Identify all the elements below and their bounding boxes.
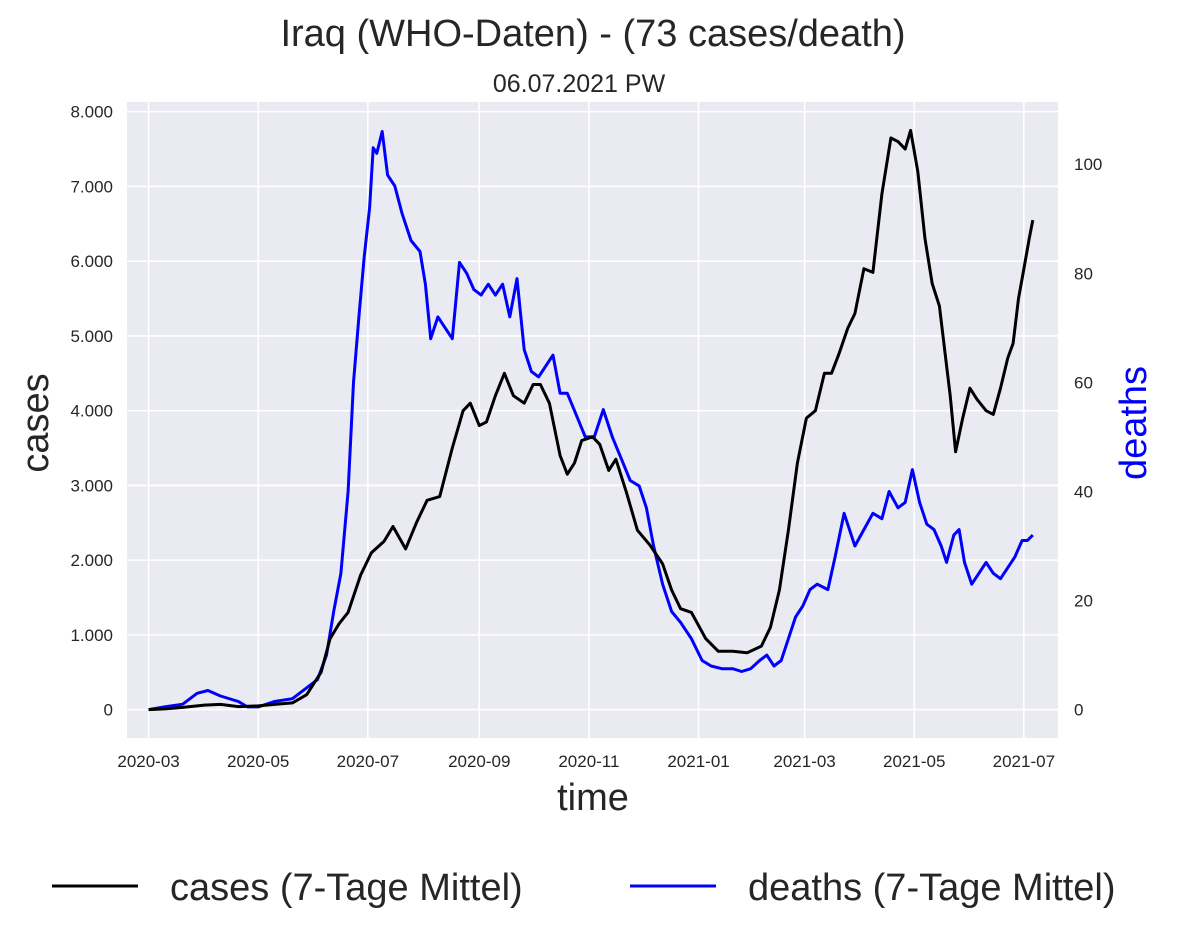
x-tick-label: 2020-09 <box>448 752 510 771</box>
x-tick-label: 2021-01 <box>667 752 729 771</box>
plot-area <box>127 102 1058 738</box>
y2-tick-label: 20 <box>1074 592 1093 611</box>
x-tick-label: 2021-07 <box>993 752 1055 771</box>
y-tick-labels: 0 1.000 2.000 3.000 4.000 5.000 6.000 7.000 8.00… <box>70 103 113 720</box>
legend-label-deaths: deaths (7-Tage Mittel) <box>748 867 1116 909</box>
x-tick-label: 2021-03 <box>773 752 835 771</box>
y-tick-label: 7.000 <box>70 177 113 196</box>
x-tick-label: 2020-05 <box>227 752 289 771</box>
y-tick-label: 3.000 <box>70 476 113 495</box>
y2-tick-label: 80 <box>1074 264 1093 283</box>
y-tick-label: 1.000 <box>70 626 113 645</box>
chart-title: Iraq (WHO-Daten) - (73 cases/death) <box>280 13 905 55</box>
y-tick-label: 6.000 <box>70 252 113 271</box>
y-tick-label: 4.000 <box>70 402 113 421</box>
y2-tick-label: 100 <box>1074 155 1102 174</box>
y2-axis-label: deaths <box>1113 366 1155 480</box>
y2-tick-label: 40 <box>1074 482 1093 501</box>
y2-tick-labels: 0 20 40 60 80 100 <box>1074 155 1102 719</box>
y-tick-label: 8.000 <box>70 103 113 122</box>
y-tick-label: 2.000 <box>70 551 113 570</box>
x-tick-label: 2020-07 <box>337 752 399 771</box>
x-tick-labels: 2020-03 2020-05 2020-07 2020-09 2020-11 2021-… <box>117 752 1055 771</box>
y-tick-label: 0 <box>104 701 113 720</box>
x-tick-label: 2021-05 <box>883 752 945 771</box>
y2-tick-label: 60 <box>1074 373 1093 392</box>
y-axis-label: cases <box>15 373 57 472</box>
deaths-series-line <box>148 130 1034 712</box>
x-tick-label: 2020-11 <box>558 752 619 771</box>
legend-label-cases: cases (7-Tage Mittel) <box>170 867 523 909</box>
series-layer <box>148 128 1035 712</box>
cases-series-line <box>148 128 1035 712</box>
x-tick-label: 2020-03 <box>117 752 179 771</box>
y-tick-label: 5.000 <box>70 327 113 346</box>
legend: cases (7-Tage Mittel) deaths (7-Tage Mit… <box>52 867 1116 909</box>
x-axis-label: time <box>557 777 629 819</box>
y2-tick-label: 0 <box>1074 701 1083 720</box>
grid-lines <box>127 102 1058 738</box>
chart-subtitle: 06.07.2021 PW <box>493 70 666 98</box>
